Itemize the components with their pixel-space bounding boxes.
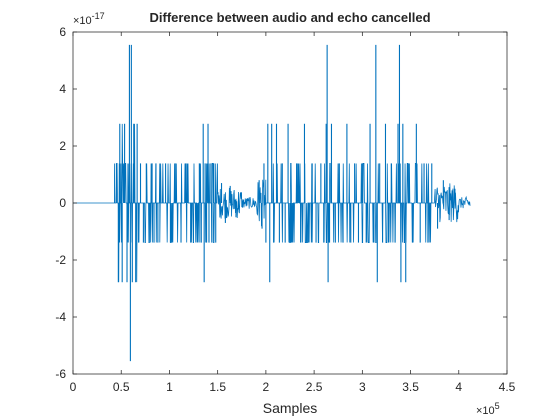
svg-text:×105: ×105 [476, 401, 500, 417]
svg-text:×10-17: ×10-17 [73, 11, 105, 27]
y-tick-label: 4 [59, 82, 66, 96]
x-tick-label: 3.5 [402, 380, 419, 394]
x-exponent-power: 5 [495, 401, 500, 411]
y-tick-label: -6 [55, 367, 66, 381]
y-tick-label: 2 [59, 139, 66, 153]
y-tick-label: -4 [55, 310, 66, 324]
data-layer [73, 44, 471, 362]
x-exponent-base: ×10 [476, 405, 495, 417]
x-tick-label: 4.5 [499, 380, 516, 394]
y-axis-ticks: -6 -4 -2 0 2 4 6 [55, 25, 507, 381]
x-tick-label: 4 [455, 380, 462, 394]
y-tick-label: 0 [59, 196, 66, 210]
y-exponent-base: ×10 [73, 15, 92, 27]
y-exponent-label: ×10-17 [73, 11, 105, 27]
x-tick-label: 3 [359, 380, 366, 394]
x-tick-label: 1.5 [209, 380, 226, 394]
chart-title: Difference between audio and echo cancel… [149, 10, 430, 25]
x-tick-label: 0 [70, 380, 77, 394]
y-exponent-power: -17 [92, 11, 105, 21]
x-exponent-label: ×105 [476, 401, 500, 417]
x-axis-ticks: 0 0.5 1 1.5 2 2.5 3 3.5 4 4.5 [70, 32, 516, 394]
y-tick-label: -2 [55, 253, 66, 267]
x-axis-label: Samples [263, 400, 317, 416]
x-tick-label: 2.5 [306, 380, 323, 394]
x-tick-label: 0.5 [113, 380, 130, 394]
x-tick-label: 2 [263, 380, 270, 394]
y-tick-label: 6 [59, 25, 66, 39]
x-tick-label: 1 [166, 380, 173, 394]
